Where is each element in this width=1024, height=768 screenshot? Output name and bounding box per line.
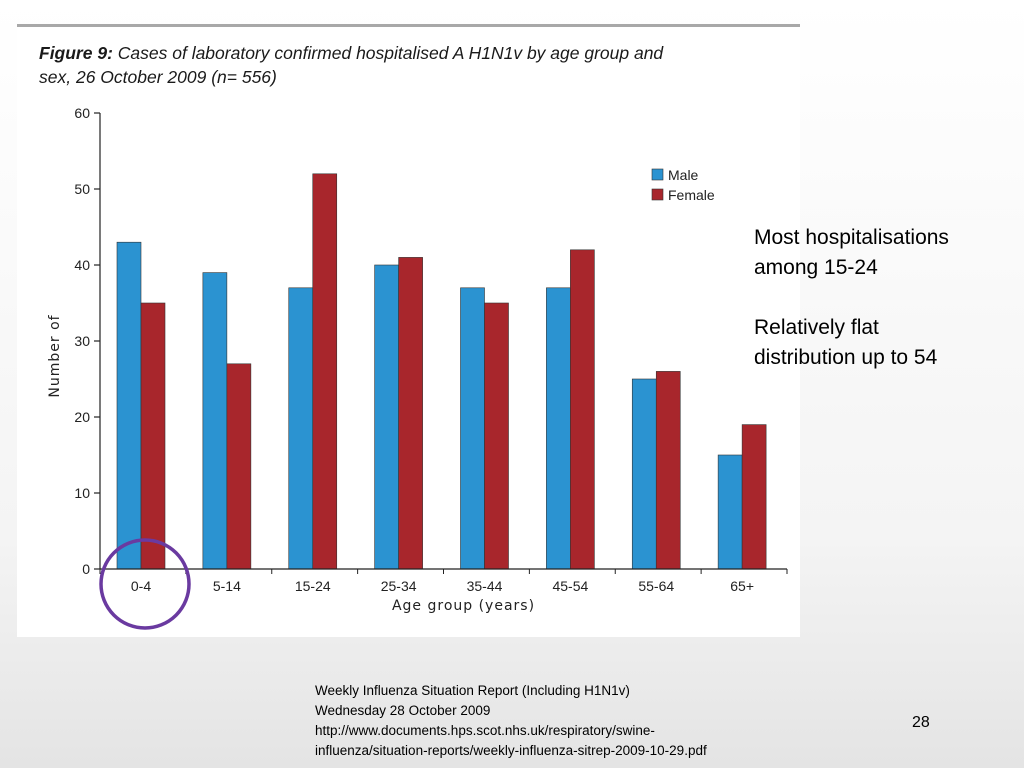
bar-male-35-44: [460, 287, 485, 570]
bar-male-45-54: [546, 287, 571, 570]
x-tick-label: 15-24: [295, 578, 331, 594]
figure-panel: Figure 9: Cases of laboratory confirmed …: [17, 24, 800, 637]
y-tick-label: 50: [74, 181, 90, 197]
bar-male-15-24: [288, 287, 314, 570]
bar-male-5-14: [202, 272, 228, 570]
x-tick-label: 5-14: [213, 578, 241, 594]
annotation-gap: [754, 283, 1014, 313]
bar-female-65+: [741, 424, 767, 570]
source-line-2: Wednesday 28 October 2009: [315, 703, 491, 718]
x-axis-ticks: 0-4 5-14 15-24 25-34 35-44 45-54 55-64 65+: [99, 569, 788, 594]
annotation-line-2: among 15-24: [754, 256, 878, 279]
bar-male-0-4: [116, 241, 142, 570]
y-tick-label: 10: [74, 485, 90, 501]
figure-title-line2: sex, 26 October 2009 (n= 556): [39, 67, 277, 87]
legend-swatch-male: [651, 168, 664, 181]
x-tick-label: 65+: [730, 578, 754, 594]
y-axis-title: Number of: [47, 314, 63, 397]
highlight-circle: [99, 538, 191, 630]
bar-female-15-24: [312, 173, 338, 570]
x-tick-label: 0-4: [131, 578, 151, 594]
bar-female-5-14: [226, 363, 252, 570]
chart-legend: Male Female: [651, 167, 715, 203]
annotation-line-3: Relatively flat: [754, 316, 879, 339]
source-url-line-2: influenza/situation-reports/weekly-influ…: [315, 743, 707, 758]
page-number: 28: [912, 714, 930, 731]
annotation-line-1: Most hospitalisations: [754, 226, 949, 249]
bar-female-55-64: [655, 371, 681, 570]
y-tick-label: 40: [74, 257, 90, 273]
y-tick-label: 0: [82, 561, 90, 577]
x-tick-label: 25-34: [381, 578, 417, 594]
legend-label-male: Male: [668, 167, 699, 183]
y-tick-label: 20: [74, 409, 90, 425]
x-tick-label: 55-64: [638, 578, 674, 594]
bar-female-0-4: [140, 302, 166, 570]
bar-male-65+: [717, 454, 743, 570]
figure-title: Figure 9: Cases of laboratory confirmed …: [39, 41, 789, 89]
annotation-text: Most hospitalisations among 15-24 Relati…: [754, 223, 1014, 373]
figure-label: Figure 9:: [39, 43, 113, 63]
legend-label-female: Female: [668, 187, 715, 203]
x-tick-label: 35-44: [467, 578, 503, 594]
y-axis-ticks: 0 10 20 30 40 50 60: [74, 105, 100, 577]
bar-female-35-44: [484, 302, 509, 570]
source-citation: Weekly Influenza Situation Report (Inclu…: [315, 681, 835, 761]
source-url-line-1: http://www.documents.hps.scot.nhs.uk/res…: [315, 723, 655, 738]
figure-title-line1: Cases of laboratory confirmed hospitalis…: [112, 43, 664, 63]
chart-bars: [116, 173, 767, 570]
bar-female-25-34: [398, 257, 423, 570]
source-line-1: Weekly Influenza Situation Report (Inclu…: [315, 683, 630, 698]
y-tick-label: 60: [74, 105, 90, 121]
annotation-line-4: distribution up to 54: [754, 346, 938, 369]
y-tick-label: 30: [74, 333, 90, 349]
x-axis-title: Age group (years): [392, 598, 535, 614]
x-tick-label: 45-54: [552, 578, 588, 594]
bar-male-55-64: [631, 378, 657, 570]
bar-female-45-54: [570, 249, 595, 570]
legend-swatch-female: [651, 188, 664, 201]
bar-chart: 0 10 20 30 40 50 60 0-4 5-14 15-24 25-34 35-44 45-5…: [47, 105, 788, 630]
bar-male-25-34: [374, 264, 399, 570]
